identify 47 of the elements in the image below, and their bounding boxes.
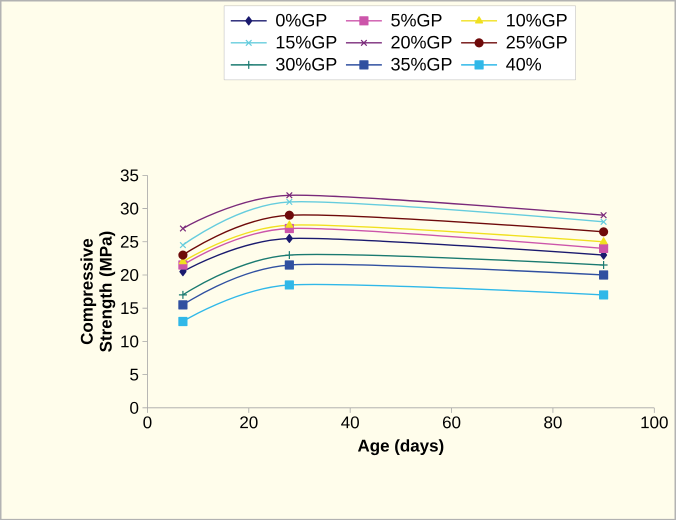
y-tick-label: 30: [120, 202, 138, 214]
legend-label: 0%GP: [276, 14, 326, 26]
x-tick-label: 0: [143, 416, 152, 428]
point: [286, 234, 293, 243]
point: [286, 198, 293, 206]
point: [178, 250, 188, 260]
point: [178, 290, 188, 300]
point: [285, 220, 294, 228]
point: [599, 260, 608, 270]
x-tick-label: 40: [341, 416, 359, 428]
point: [599, 270, 608, 280]
legend-label: 40%: [506, 58, 542, 70]
legend-label: 15%GP: [276, 36, 336, 48]
point: [286, 192, 293, 199]
point: [179, 224, 186, 232]
x-tick-label: 80: [544, 416, 562, 428]
legend-label: 25%GP: [506, 36, 567, 48]
legend-label: 30%GP: [276, 58, 336, 70]
x-tick-label: 100: [641, 416, 668, 428]
point: [178, 316, 188, 326]
point: [284, 280, 294, 290]
point: [284, 260, 294, 270]
point: [600, 218, 608, 226]
legend-label: 35%GP: [391, 58, 452, 70]
point: [600, 212, 608, 218]
point: [178, 300, 188, 310]
x-tick-label: 20: [240, 416, 258, 428]
y-tick-label: 20: [120, 268, 138, 281]
point: [284, 210, 294, 220]
y-axis-title: Compressive Strength (MPa): [80, 232, 116, 352]
point: [284, 250, 294, 260]
point: [179, 242, 186, 248]
x-tick-label: 60: [442, 416, 460, 428]
point: [599, 227, 608, 236]
legend-label: 10%GP: [507, 14, 567, 26]
y-tick-label: 0: [130, 402, 138, 414]
point: [599, 244, 608, 253]
y-tick-label: 15: [121, 302, 138, 314]
y-tick-label: 5: [130, 368, 138, 380]
point: [599, 290, 608, 300]
legend-label: 20%GP: [391, 36, 452, 48]
y-tick-label: 35: [120, 169, 138, 182]
point: [600, 237, 608, 244]
legend-label: 5%GP: [391, 14, 442, 26]
x-axis-title: Age (days): [358, 439, 444, 455]
y-tick-label: 25: [120, 236, 138, 248]
y-tick-label: 10: [121, 335, 138, 348]
